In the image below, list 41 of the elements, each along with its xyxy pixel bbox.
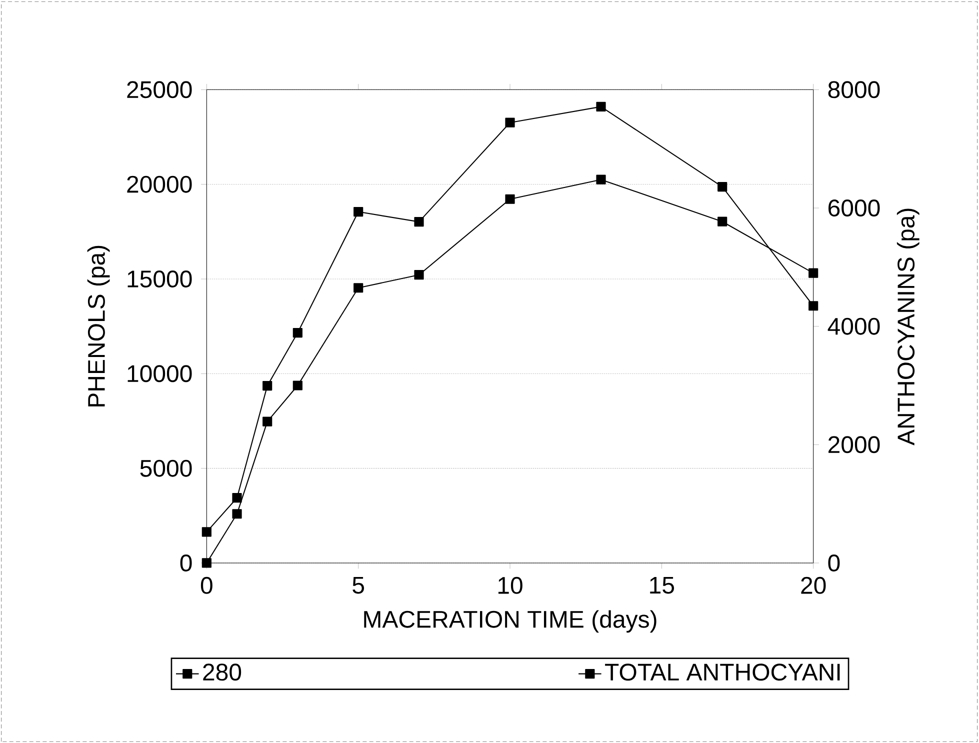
point — [718, 182, 728, 192]
legend-label: 280 — [203, 664, 242, 681]
point — [354, 283, 364, 293]
point — [505, 194, 515, 204]
point — [202, 558, 212, 568]
x-axis-title: MACERATION TIME (days) — [364, 610, 656, 633]
x-tick-label: 20 — [801, 576, 826, 594]
y-axis-title: PHENOLS (pa) — [87, 246, 110, 406]
y-tick-label: 20000 — [127, 176, 192, 193]
x-tick-label: 0 — [200, 576, 212, 594]
x-tick-label: 5 — [352, 576, 364, 594]
y-tick-label: 0 — [180, 554, 192, 572]
y2-axis-title: ANTHOCYANINS (pa) — [896, 208, 920, 446]
point — [232, 509, 242, 519]
point — [808, 301, 818, 311]
point — [354, 206, 364, 217]
y2-tick-label: 2000 — [828, 436, 880, 454]
x-tick-label: 15 — [650, 576, 674, 594]
point — [808, 268, 818, 278]
y-tick-label: 15000 — [128, 270, 192, 288]
y-tick-label: 25000 — [127, 81, 192, 98]
point — [596, 174, 606, 184]
point — [232, 493, 242, 503]
y2-tick-label: 8000 — [828, 81, 880, 98]
y2-tick-label: 6000 — [828, 199, 880, 216]
legend-label: TOTAL ANTHOCYANI — [605, 664, 840, 681]
x-tick-label: 10 — [498, 576, 522, 594]
point — [414, 270, 424, 280]
point — [414, 217, 424, 227]
point — [292, 328, 302, 338]
point — [718, 216, 728, 226]
point — [505, 118, 515, 128]
y-tick-label: 5000 — [140, 460, 192, 477]
point — [596, 102, 606, 112]
y-tick-label: 10000 — [128, 365, 192, 382]
point — [262, 380, 272, 391]
point — [202, 527, 212, 537]
y2-tick-label: 0 — [828, 554, 840, 572]
point — [262, 416, 272, 426]
y2-tick-label: 4000 — [828, 318, 880, 335]
point — [292, 380, 302, 390]
